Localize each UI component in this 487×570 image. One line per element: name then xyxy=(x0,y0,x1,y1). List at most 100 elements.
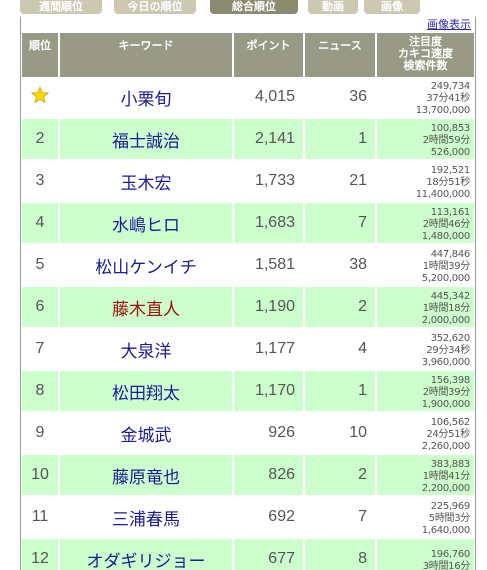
news-cell: 8 xyxy=(305,539,377,570)
rank-cell: 2 xyxy=(22,119,60,161)
rank-cell: 9 xyxy=(22,413,60,455)
table-row: 3 玉木宏 1,733 21 192,521 18分51秒 11,400,000 xyxy=(22,161,474,203)
news-cell: 1 xyxy=(305,119,377,161)
table-row: 2 福士誠治 2,141 1 100,853 2時間59分 526,000 xyxy=(22,119,474,161)
rank-cell: 3 xyxy=(22,161,60,203)
keyword-link[interactable]: 玉木宏 xyxy=(120,173,172,194)
attention-value: 106,562 xyxy=(430,416,471,428)
keyword-link[interactable]: 松山ケンイチ xyxy=(95,257,197,278)
tab-video[interactable]: 動画 xyxy=(308,0,358,14)
news-cell: 1 xyxy=(305,371,377,413)
points-cell: 4,015 xyxy=(234,77,305,119)
col-attention-line2: カキコ速度 xyxy=(398,47,453,60)
attention-cell: 106,562 24分51秒 2,260,000 xyxy=(377,413,474,455)
attention-value: 113,161 xyxy=(430,206,471,218)
attention-value: 447,846 xyxy=(430,248,471,260)
attention-value: 249,734 xyxy=(430,80,471,92)
post-speed-value: 2時間46分 xyxy=(422,218,471,230)
search-count-value: 1,480,000 xyxy=(421,230,471,242)
news-cell: 7 xyxy=(305,203,377,245)
attention-cell: 225,969 5時間3分 1,640,000 xyxy=(377,497,474,539)
post-speed-value: 37分41秒 xyxy=(426,92,470,104)
news-cell: 4 xyxy=(305,329,377,371)
keyword-link[interactable]: 藤原竜也 xyxy=(112,467,180,488)
tab-weekly[interactable]: 週間順位 xyxy=(20,0,102,14)
table-row: 小栗旬 4,015 36 249,734 37分41秒 13,700,000 xyxy=(22,77,474,119)
news-cell: 10 xyxy=(305,413,377,455)
rank-cell: 7 xyxy=(22,329,60,371)
points-cell: 1,177 xyxy=(234,329,305,371)
news-cell: 36 xyxy=(305,77,377,119)
attention-cell: 352,620 29分34秒 3,960,000 xyxy=(377,329,474,371)
attention-cell: 447,846 1時間39分 5,200,000 xyxy=(377,245,474,287)
search-count-value: 11,400,000 xyxy=(415,188,471,200)
search-count-value: 1,640,000 xyxy=(421,524,471,536)
table-row: 5 松山ケンイチ 1,581 38 447,846 1時間39分 5,200,000 xyxy=(22,245,474,287)
post-speed-value: 29分34秒 xyxy=(426,344,470,356)
keyword-link[interactable]: オダギリジョー xyxy=(86,551,206,570)
keyword-cell: 松山ケンイチ xyxy=(60,245,234,287)
attention-cell: 192,521 18分51秒 11,400,000 xyxy=(377,161,474,203)
rank-cell: 11 xyxy=(22,497,60,539)
points-cell: 1,581 xyxy=(234,245,305,287)
points-cell: 692 xyxy=(234,497,305,539)
points-cell: 1,683 xyxy=(234,203,305,245)
search-count-value: 13,700,000 xyxy=(415,104,471,116)
keyword-cell: 福士誠治 xyxy=(60,119,234,161)
rank-cell: 6 xyxy=(22,287,60,329)
table-row: 4 水嶋ヒロ 1,683 7 113,161 2時間46分 1,480,000 xyxy=(22,203,474,245)
star-icon xyxy=(31,85,49,103)
table-row: 8 松田翔太 1,170 1 156,398 2時間39分 1,900,000 xyxy=(22,371,474,413)
keyword-cell: オダギリジョー xyxy=(60,539,234,570)
keyword-link[interactable]: 藤木直人 xyxy=(112,299,180,320)
attention-cell: 249,734 37分41秒 13,700,000 xyxy=(377,77,474,119)
points-cell: 826 xyxy=(234,455,305,497)
keyword-link[interactable]: 大泉洋 xyxy=(120,341,172,362)
keyword-link[interactable]: 水嶋ヒロ xyxy=(112,215,180,236)
news-cell: 21 xyxy=(305,161,377,203)
attention-value: 196,760 xyxy=(430,548,471,560)
search-count-value: 2,260,000 xyxy=(421,440,471,452)
rank-cell: 10 xyxy=(22,455,60,497)
keyword-cell: 水嶋ヒロ xyxy=(60,203,234,245)
tab-image[interactable]: 画像 xyxy=(364,0,420,14)
keyword-link[interactable]: 松田翔太 xyxy=(112,383,180,404)
keyword-cell: 玉木宏 xyxy=(60,161,234,203)
news-cell: 38 xyxy=(305,245,377,287)
news-cell: 2 xyxy=(305,455,377,497)
post-speed-value: 2時間59分 xyxy=(422,134,471,146)
attention-value: 192,521 xyxy=(430,164,471,176)
attention-cell: 383,883 1時間41分 2,200,000 xyxy=(377,455,474,497)
rank-cell: 4 xyxy=(22,203,60,245)
post-speed-value: 1時間39分 xyxy=(422,260,471,272)
attention-value: 352,620 xyxy=(430,332,471,344)
keyword-cell: 金城武 xyxy=(60,413,234,455)
keyword-link[interactable]: 金城武 xyxy=(120,425,172,446)
table-row: 12 オダギリジョー 677 8 196,760 3時間16分 xyxy=(22,539,474,570)
table-row: 10 藤原竜也 826 2 383,883 1時間41分 2,200,000 xyxy=(22,455,474,497)
post-speed-value: 18分51秒 xyxy=(426,176,470,188)
search-count-value: 2,200,000 xyxy=(421,482,471,494)
attention-value: 383,883 xyxy=(430,458,471,470)
tab-bar: 週間順位 今日の順位 総合順位 動画 画像 xyxy=(0,0,487,14)
keyword-cell: 小栗旬 xyxy=(60,77,234,119)
tab-overall[interactable]: 総合順位 xyxy=(210,0,298,14)
show-images-link[interactable]: 画像表示 xyxy=(427,18,471,31)
table-row: 11 三浦春馬 692 7 225,969 5時間3分 1,640,000 xyxy=(22,497,474,539)
search-count-value: 3,960,000 xyxy=(421,356,471,368)
news-cell: 2 xyxy=(305,287,377,329)
keyword-link[interactable]: 福士誠治 xyxy=(112,131,180,152)
post-speed-value: 1時間41分 xyxy=(422,470,471,482)
attention-cell: 445,342 1時間18分 2,000,000 xyxy=(377,287,474,329)
keyword-link[interactable]: 小栗旬 xyxy=(120,89,172,110)
attention-value: 445,342 xyxy=(430,290,471,302)
search-count-value: 1,900,000 xyxy=(421,398,471,410)
col-points: ポイント xyxy=(234,33,305,77)
rank-cell: 12 xyxy=(22,539,60,570)
points-cell: 677 xyxy=(234,539,305,570)
keyword-link[interactable]: 三浦春馬 xyxy=(112,509,180,530)
tab-today[interactable]: 今日の順位 xyxy=(114,0,196,14)
search-count-value: 526,000 xyxy=(430,146,471,158)
ranking-table: 順位 キーワード ポイント ニュース 注目度 カキコ速度 検索件数 小栗旬 4,0… xyxy=(22,33,474,570)
post-speed-value: 5時間3分 xyxy=(428,512,471,524)
